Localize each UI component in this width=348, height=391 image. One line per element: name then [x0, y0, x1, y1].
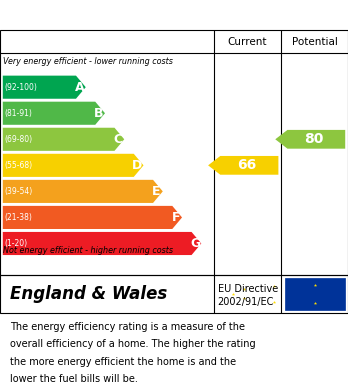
- Text: EU Directive: EU Directive: [218, 284, 278, 294]
- Text: (69-80): (69-80): [4, 135, 32, 144]
- Polygon shape: [3, 180, 163, 203]
- Polygon shape: [3, 232, 201, 255]
- Polygon shape: [3, 75, 86, 99]
- Text: lower the fuel bills will be.: lower the fuel bills will be.: [10, 374, 138, 384]
- Bar: [285, 278, 345, 310]
- Text: (39-54): (39-54): [4, 187, 32, 196]
- Text: G: G: [190, 237, 200, 250]
- Text: Potential: Potential: [292, 37, 338, 47]
- Polygon shape: [3, 128, 124, 151]
- Text: C: C: [113, 133, 122, 146]
- Text: overall efficiency of a home. The higher the rating: overall efficiency of a home. The higher…: [10, 339, 256, 350]
- Text: 80: 80: [304, 132, 323, 146]
- Text: Not energy efficient - higher running costs: Not energy efficient - higher running co…: [3, 246, 174, 255]
- Text: the more energy efficient the home is and the: the more energy efficient the home is an…: [10, 357, 237, 367]
- Text: D: D: [132, 159, 142, 172]
- Polygon shape: [3, 154, 143, 177]
- Text: E: E: [152, 185, 161, 198]
- Text: 66: 66: [237, 158, 256, 172]
- Text: F: F: [172, 211, 180, 224]
- Text: (21-38): (21-38): [4, 213, 32, 222]
- Text: B: B: [94, 107, 103, 120]
- Polygon shape: [275, 130, 345, 149]
- Text: (1-20): (1-20): [4, 239, 27, 248]
- Text: The energy efficiency rating is a measure of the: The energy efficiency rating is a measur…: [10, 322, 245, 332]
- Text: Very energy efficient - lower running costs: Very energy efficient - lower running co…: [3, 57, 173, 66]
- Text: England & Wales: England & Wales: [10, 285, 168, 303]
- Text: A: A: [74, 81, 84, 94]
- Text: Current: Current: [228, 37, 267, 47]
- Text: (55-68): (55-68): [4, 161, 32, 170]
- Text: Energy Efficiency Rating: Energy Efficiency Rating: [60, 6, 288, 24]
- Text: (81-91): (81-91): [4, 109, 32, 118]
- Polygon shape: [208, 156, 278, 175]
- Text: 2002/91/EC: 2002/91/EC: [218, 297, 274, 307]
- Polygon shape: [3, 206, 182, 229]
- Text: (92-100): (92-100): [4, 83, 37, 92]
- Polygon shape: [3, 102, 105, 125]
